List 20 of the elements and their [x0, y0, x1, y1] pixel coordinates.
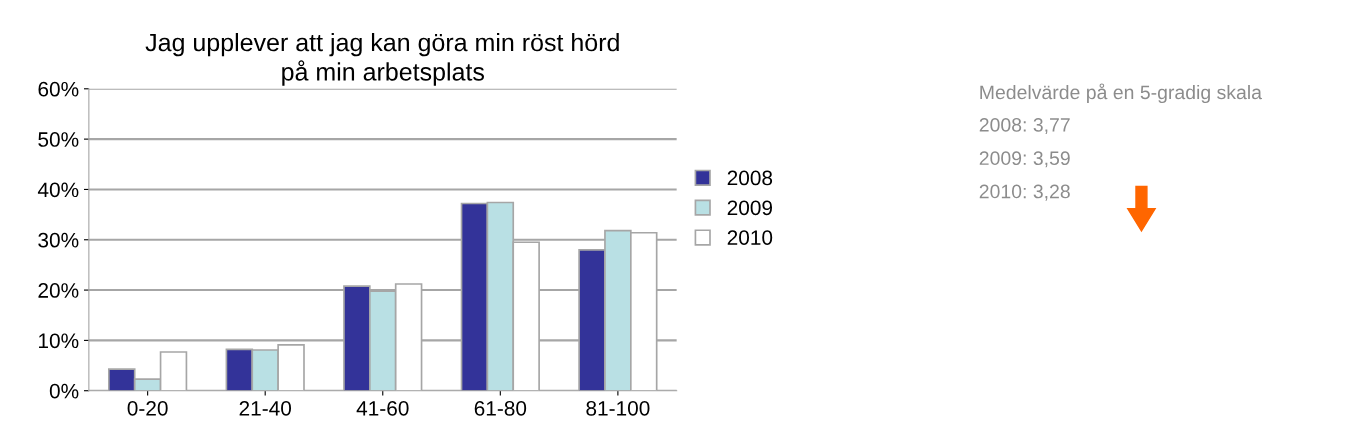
- y-tick-label: 30%: [38, 232, 79, 248]
- legend-label: 2009: [727, 200, 773, 216]
- y-tick-label: 40%: [37, 182, 79, 198]
- text: 2010: 3,28: [979, 184, 1070, 201]
- y-tick-label: 20%: [38, 283, 79, 298]
- text: 2008: 3,77: [979, 117, 1070, 135]
- x-tick-label: 0-20: [127, 400, 168, 416]
- legend-label: 2010: [727, 230, 773, 245]
- y-tick-label: 10%: [39, 333, 79, 349]
- x-tick-label: 61-80: [474, 400, 527, 416]
- y-tick-label: 60%: [38, 81, 79, 97]
- x-tick-label: 21-40: [239, 400, 292, 416]
- text: Medelvärde på en 5-gradig skala: [980, 83, 1262, 104]
- x-tick-label: 81-100: [586, 400, 650, 416]
- text: 2009: 3,59: [979, 151, 1070, 168]
- y-tick-label: 0%: [49, 383, 79, 399]
- x-tick-label: 41-60: [356, 400, 409, 416]
- chart-title: Jag upplever att jag kan göra min röst hörd på min arbetsplats: [145, 32, 619, 86]
- legend-label: 2008: [727, 170, 773, 186]
- y-tick-label: 50%: [38, 132, 79, 147]
